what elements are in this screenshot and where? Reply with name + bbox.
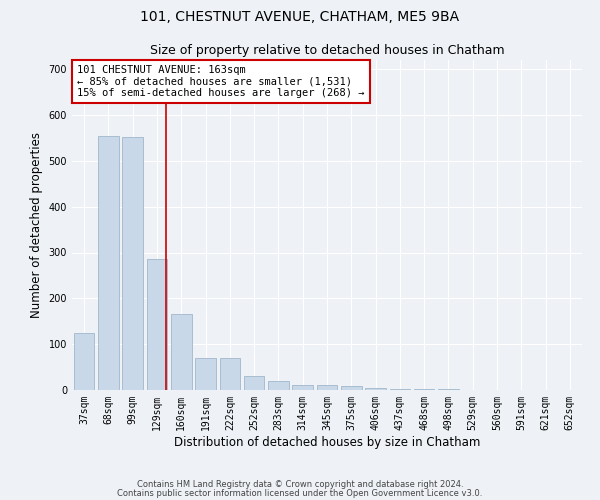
Bar	[220, 358, 240, 390]
Bar	[195, 358, 216, 390]
Bar	[74, 332, 94, 390]
X-axis label: Distribution of detached houses by size in Chatham: Distribution of detached houses by size …	[174, 436, 480, 448]
Bar	[317, 386, 337, 390]
Title: Size of property relative to detached houses in Chatham: Size of property relative to detached ho…	[149, 44, 505, 58]
Text: 101, CHESTNUT AVENUE, CHATHAM, ME5 9BA: 101, CHESTNUT AVENUE, CHATHAM, ME5 9BA	[140, 10, 460, 24]
Y-axis label: Number of detached properties: Number of detached properties	[30, 132, 43, 318]
Bar	[244, 376, 265, 390]
Bar	[341, 386, 362, 390]
Bar	[389, 388, 410, 390]
Text: 101 CHESTNUT AVENUE: 163sqm
← 85% of detached houses are smaller (1,531)
15% of : 101 CHESTNUT AVENUE: 163sqm ← 85% of det…	[77, 65, 365, 98]
Text: Contains HM Land Registry data © Crown copyright and database right 2024.: Contains HM Land Registry data © Crown c…	[137, 480, 463, 489]
Bar	[438, 389, 459, 390]
Bar	[146, 260, 167, 390]
Text: Contains public sector information licensed under the Open Government Licence v3: Contains public sector information licen…	[118, 488, 482, 498]
Bar	[98, 136, 119, 390]
Bar	[171, 314, 191, 390]
Bar	[292, 386, 313, 390]
Bar	[268, 381, 289, 390]
Bar	[365, 388, 386, 390]
Bar	[122, 136, 143, 390]
Bar	[414, 389, 434, 390]
